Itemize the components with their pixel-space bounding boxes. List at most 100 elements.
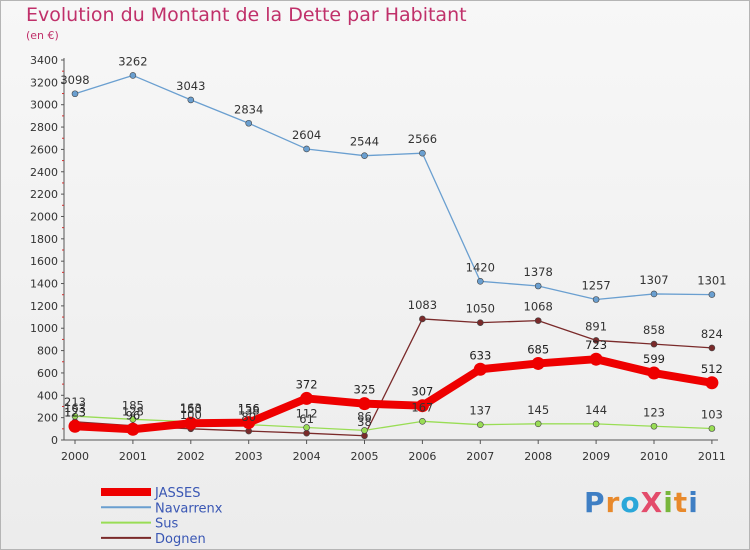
data-label: 80 xyxy=(241,410,256,424)
data-label: 137 xyxy=(469,404,491,418)
data-point xyxy=(534,420,542,428)
data-label: 325 xyxy=(354,383,376,397)
data-point xyxy=(245,119,252,127)
data-point xyxy=(708,291,716,298)
data-label: 1068 xyxy=(524,300,553,314)
data-point xyxy=(242,416,256,430)
y-tick-label: 2600 xyxy=(30,143,58,156)
legend-label-navarrenx: Navarrenx xyxy=(155,501,223,516)
chart-title: Evolution du Montant de la Dette par Hab… xyxy=(26,4,467,26)
data-point xyxy=(650,422,658,430)
y-tick-label: 2200 xyxy=(30,188,58,201)
y-tick-label: 0 xyxy=(51,434,58,447)
data-point xyxy=(361,152,368,159)
data-point xyxy=(300,391,314,405)
data-point xyxy=(71,90,79,98)
data-point xyxy=(589,352,603,366)
data-point xyxy=(68,419,82,433)
data-point xyxy=(534,317,542,324)
data-label: 156 xyxy=(238,402,260,416)
x-tick-label: 2000 xyxy=(61,450,89,463)
data-label: 167 xyxy=(411,400,433,414)
data-label: 307 xyxy=(411,385,433,399)
data-label: 633 xyxy=(469,348,491,362)
data-point xyxy=(705,376,719,390)
series-line-dognen xyxy=(74,318,713,437)
data-point xyxy=(476,421,484,428)
data-label: 123 xyxy=(64,405,86,419)
data-point xyxy=(592,337,600,344)
logo-letter: i xyxy=(663,486,674,519)
y-tick-label: 1400 xyxy=(30,278,58,291)
data-label: 3098 xyxy=(60,73,89,87)
logo-letter: o xyxy=(620,486,641,519)
x-tick-label: 2004 xyxy=(293,450,321,463)
data-point xyxy=(592,296,600,303)
logo-letter: i xyxy=(688,486,699,519)
data-label: 2544 xyxy=(350,135,379,149)
logo-letter: r xyxy=(605,486,621,519)
y-tick-label: 2800 xyxy=(30,121,58,134)
data-label: 185 xyxy=(122,398,144,412)
data-label: 512 xyxy=(701,362,723,376)
data-label: 1420 xyxy=(466,260,495,274)
data-label: 1050 xyxy=(466,302,495,316)
data-point xyxy=(361,427,368,434)
x-tick-label: 2011 xyxy=(698,450,726,463)
data-point xyxy=(187,96,195,104)
series-line-navarrenx xyxy=(74,74,713,301)
data-label: 1301 xyxy=(697,274,726,288)
data-label: 1083 xyxy=(408,298,437,312)
data-label: 103 xyxy=(701,407,723,421)
data-point xyxy=(303,145,310,153)
y-tick-label: 1200 xyxy=(30,300,58,313)
data-point xyxy=(129,416,137,423)
data-label: 128 xyxy=(122,405,144,419)
x-tick-label: 2005 xyxy=(351,450,379,463)
y-tick-label: 600 xyxy=(37,367,58,380)
x-tick-label: 2003 xyxy=(235,450,263,463)
data-label: 213 xyxy=(64,395,86,409)
y-tick-label: 3000 xyxy=(30,99,58,112)
data-label: 3262 xyxy=(118,54,147,68)
data-point xyxy=(419,149,426,157)
data-point xyxy=(184,416,198,430)
y-tick-label: 2400 xyxy=(30,166,58,179)
data-label: 38 xyxy=(357,415,372,429)
data-point xyxy=(419,418,426,425)
data-label: 3043 xyxy=(176,79,205,93)
data-label: 599 xyxy=(643,352,665,366)
legend-label-dognen: Dognen xyxy=(155,532,206,547)
data-point xyxy=(592,420,600,428)
data-label: 824 xyxy=(701,327,723,341)
data-point xyxy=(531,356,545,370)
legend-label-sus: Sus xyxy=(155,517,178,532)
data-label: 112 xyxy=(296,406,318,420)
data-point xyxy=(473,362,487,376)
logo-letter: P xyxy=(584,486,606,519)
data-label: 1378 xyxy=(524,265,553,279)
data-label: 163 xyxy=(64,401,86,415)
data-point xyxy=(71,412,79,420)
data-point xyxy=(419,315,426,323)
y-tick-label: 400 xyxy=(37,389,58,402)
y-tick-label: 1800 xyxy=(30,233,58,246)
data-label: 96 xyxy=(126,408,141,422)
data-point xyxy=(708,425,716,432)
logo-letter: X xyxy=(640,486,664,519)
data-point xyxy=(534,282,542,290)
x-tick-label: 2007 xyxy=(466,450,494,463)
data-label: 2834 xyxy=(234,102,263,116)
data-label: 1307 xyxy=(639,273,668,287)
x-tick-label: 2009 xyxy=(582,450,610,463)
data-point xyxy=(476,319,484,326)
data-label: 123 xyxy=(643,405,665,419)
data-point xyxy=(650,340,658,348)
y-tick-label: 1600 xyxy=(30,255,58,268)
data-point xyxy=(129,72,137,79)
data-label: 2566 xyxy=(408,132,437,146)
x-tick-label: 2010 xyxy=(640,450,668,463)
x-tick-label: 2008 xyxy=(524,450,552,463)
